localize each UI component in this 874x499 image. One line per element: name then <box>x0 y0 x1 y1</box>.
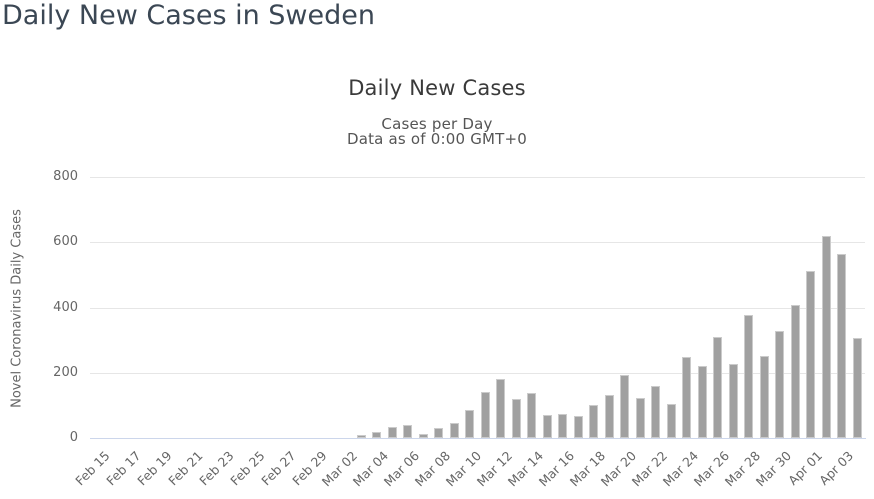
bar-mar-10[interactable] <box>465 410 475 438</box>
bar-mar-30[interactable] <box>775 331 785 438</box>
x-tick-label: Feb 21 <box>165 448 206 489</box>
chart-subtitle-line-2: Data as of 0:00 GMT+0 <box>346 130 528 148</box>
bar-apr-02[interactable] <box>821 236 831 438</box>
bar-mar-25[interactable] <box>697 366 707 438</box>
bar-mar-18[interactable] <box>589 405 599 438</box>
bar-mar-11[interactable] <box>480 392 490 438</box>
bar-mar-09[interactable] <box>449 423 459 438</box>
y-tick-label: 400 <box>53 300 78 315</box>
bar-mar-14[interactable] <box>527 393 537 438</box>
bar-mar-29[interactable] <box>759 356 769 438</box>
x-tick-label: Feb 19 <box>134 448 175 489</box>
x-tick-label: Apr 01 <box>785 448 826 488</box>
bar-mar-08[interactable] <box>434 428 444 438</box>
bar-mar-16[interactable] <box>558 414 568 438</box>
bar-apr-04[interactable] <box>852 338 862 438</box>
bar-mar-31[interactable] <box>790 305 800 438</box>
x-tick-label: Apr 03 <box>816 448 857 488</box>
bar-mar-20[interactable] <box>620 375 630 438</box>
page-title: Daily New Cases in Sweden <box>2 0 375 31</box>
gridline-y-200 <box>90 373 865 374</box>
bar-mar-27[interactable] <box>728 364 738 438</box>
bar-mar-15[interactable] <box>542 415 552 438</box>
bar-mar-07[interactable] <box>418 434 428 438</box>
chart-title: Daily New Cases <box>348 76 526 100</box>
bar-mar-13[interactable] <box>511 399 521 438</box>
bar-mar-19[interactable] <box>604 395 614 438</box>
y-tick-label: 600 <box>53 234 78 249</box>
bar-mar-17[interactable] <box>573 416 583 438</box>
gridline-y-400 <box>90 308 865 309</box>
gridline-y-600 <box>90 242 865 243</box>
bar-mar-21[interactable] <box>635 398 645 438</box>
y-tick-label: 200 <box>53 365 78 380</box>
gridline-y-800 <box>90 177 865 178</box>
bar-mar-26[interactable] <box>713 337 723 438</box>
bar-apr-03[interactable] <box>837 254 847 438</box>
chart-subtitle: Cases per Day Data as of 0:00 GMT+0 <box>0 117 874 147</box>
x-tick-label: Feb 23 <box>196 448 237 489</box>
bar-mar-06[interactable] <box>403 425 413 438</box>
x-tick-label: Feb 25 <box>227 448 268 489</box>
bar-mar-23[interactable] <box>666 404 676 438</box>
x-tick-label: Feb 15 <box>72 448 113 489</box>
chart-subtitle-line-1: Cases per Day <box>381 115 493 133</box>
x-tick-label: Feb 27 <box>258 448 299 489</box>
bar-mar-24[interactable] <box>682 357 692 438</box>
bar-apr-01[interactable] <box>806 271 816 438</box>
x-axis-line <box>90 438 866 439</box>
bar-mar-04[interactable] <box>372 432 382 438</box>
bar-mar-28[interactable] <box>744 315 754 438</box>
bar-mar-12[interactable] <box>496 379 506 438</box>
bar-mar-03[interactable] <box>356 435 366 438</box>
bar-mar-22[interactable] <box>651 386 661 438</box>
y-tick-label: 800 <box>53 169 78 184</box>
y-tick-label: 0 <box>69 430 78 445</box>
x-tick-label: Feb 17 <box>103 448 144 489</box>
bar-mar-05[interactable] <box>387 427 397 438</box>
